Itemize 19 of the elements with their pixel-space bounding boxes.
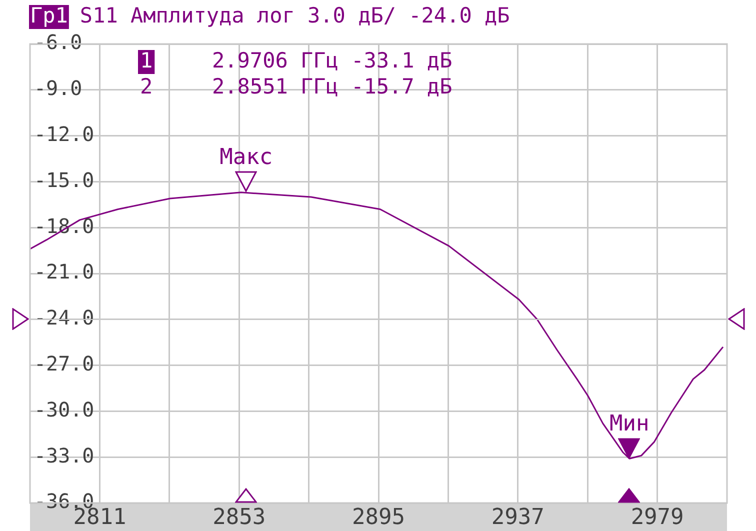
y-tick-label: -27.0	[34, 352, 94, 376]
chart-title: S11 Амплитуда лог 3.0 дБ/ -24.0 дБ	[80, 3, 510, 28]
y-tick-label: -9.0	[34, 76, 82, 100]
y-tick-label: -15.0	[34, 168, 94, 192]
x-tick-label: 2853	[212, 504, 266, 530]
annotation: 2	[140, 74, 153, 98]
x-tick-label: 2937	[491, 504, 544, 530]
y-tick-label: -12.0	[34, 122, 94, 146]
annotation: 1	[140, 48, 153, 72]
annotation: Макс	[220, 145, 273, 170]
annotation: 2.9706 ГГц -33.1 дБ	[212, 48, 452, 72]
y-tick-label: -21.0	[34, 260, 94, 284]
x-tick-label: 2895	[352, 504, 405, 530]
text: Гр1	[30, 3, 68, 28]
annotation: 2.8551 ГГц -15.7 дБ	[212, 74, 452, 98]
x-tick-label: 2979	[630, 504, 684, 530]
y-tick-label: -33.0	[34, 443, 94, 468]
annotation: Мин	[610, 411, 650, 436]
y-tick-label: -30.0	[34, 397, 94, 422]
